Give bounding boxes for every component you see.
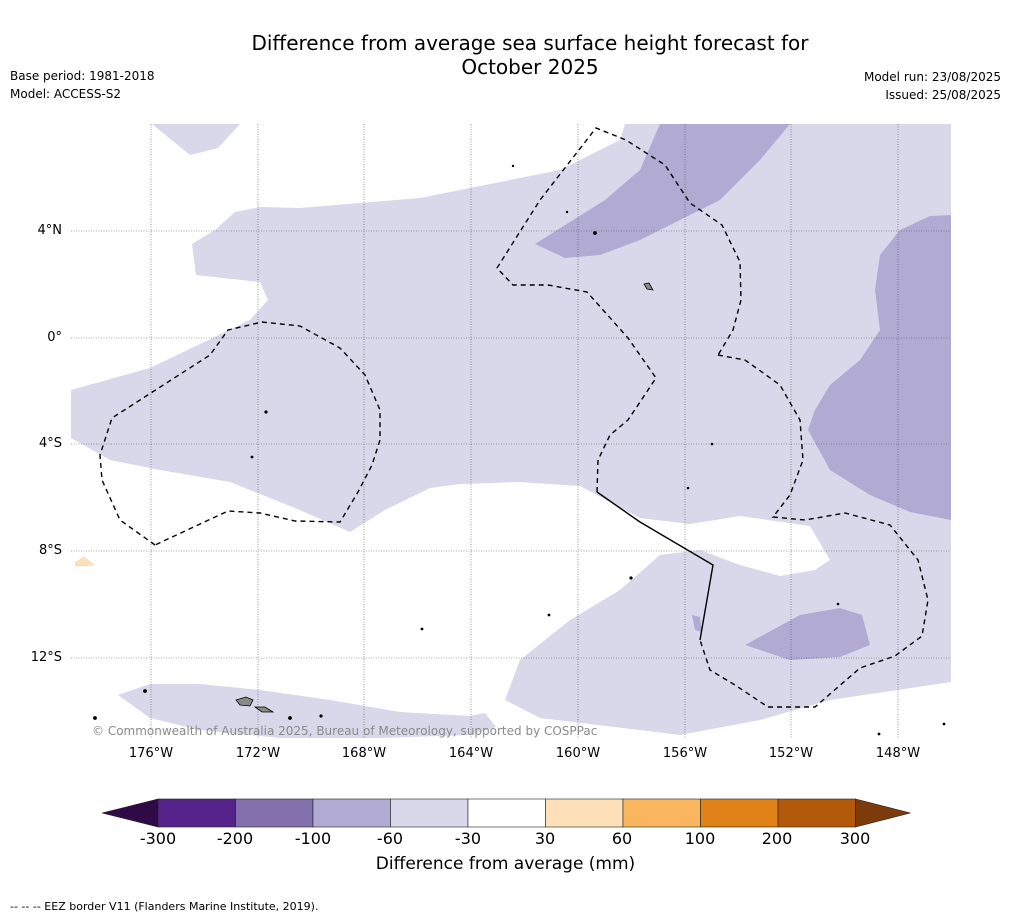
colorbar-tick: 100 xyxy=(684,829,716,848)
colorbar-tick: -200 xyxy=(216,829,254,848)
island-savaii xyxy=(235,696,254,707)
islands xyxy=(93,164,946,736)
title-line-1: Difference from average sea surface heig… xyxy=(251,31,809,55)
colorbar-tick: -100 xyxy=(294,829,332,848)
eez-border-east xyxy=(699,354,929,708)
island-upolu xyxy=(253,706,275,713)
lon-label-164w: 164°W xyxy=(448,746,494,761)
colorbar-tick: -60 xyxy=(376,829,404,848)
colorbar-tick: 300 xyxy=(839,829,871,848)
eez-border-west xyxy=(99,321,381,546)
lon-label-176w: 176°W xyxy=(128,746,174,761)
colorbar-segment xyxy=(157,798,236,828)
lon-label-148w: 148°W xyxy=(875,746,921,761)
sea-level-region-light-main xyxy=(71,124,951,735)
meta-left: Base period: 1981-2018 Model: ACCESS-S2 xyxy=(10,67,155,103)
colorbar xyxy=(101,798,911,828)
gridlines xyxy=(71,124,951,738)
sea-level-region-positive xyxy=(74,556,95,567)
model-run: Model run: 23/08/2025 xyxy=(863,70,1001,84)
meta-right: Model run: 23/08/2025 Issued: 25/08/2025 xyxy=(864,68,1001,104)
colorbar-tick: 30 xyxy=(534,829,556,848)
lon-label-172w: 172°W xyxy=(235,746,281,761)
colorbar-extend-high xyxy=(855,798,911,828)
eez-borders xyxy=(99,127,929,708)
colorbar-segment xyxy=(545,798,624,828)
lat-label-12s: 12°S xyxy=(30,650,62,665)
copyright-credit: © Commonwealth of Australia 2025, Bureau… xyxy=(92,724,598,738)
colorbar-extend-low xyxy=(101,798,159,828)
colorbar-segment xyxy=(235,798,314,828)
chart-title: Difference from average sea surface heig… xyxy=(180,31,880,79)
island-north xyxy=(643,282,654,291)
model-name: Model: ACCESS-S2 xyxy=(10,87,122,101)
lat-label-8s: 8°S xyxy=(38,543,62,558)
base-period: Base period: 1981-2018 xyxy=(10,69,155,83)
issued-date: Issued: 25/08/2025 xyxy=(885,88,1001,102)
colorbar-tick: -300 xyxy=(139,829,177,848)
colorbar-segments xyxy=(101,798,911,828)
sea-level-region-light-south-west xyxy=(118,684,496,738)
sea-level-region-mid-small xyxy=(692,615,702,632)
colorbar-segment xyxy=(312,798,391,828)
colorbar-tick: -30 xyxy=(454,829,482,848)
colorbar-segment xyxy=(467,798,546,828)
lat-label-4n: 4°N xyxy=(37,223,63,238)
solid-border xyxy=(596,491,714,641)
eez-footnote: -- -- -- EEZ border V11 (Flanders Marine… xyxy=(10,900,319,913)
lat-label-4s: 4°S xyxy=(38,436,62,451)
sea-level-region-mid-south xyxy=(745,608,870,660)
lon-label-156w: 156°W xyxy=(662,746,708,761)
lat-label-0: 0° xyxy=(47,330,62,345)
colorbar-tick: 60 xyxy=(611,829,633,848)
colorbar-segment xyxy=(777,798,856,828)
eez-border-central xyxy=(496,127,742,493)
lon-label-168w: 168°W xyxy=(341,746,387,761)
lon-label-160w: 160°W xyxy=(555,746,601,761)
colorbar-segment xyxy=(700,798,779,828)
colorbar-tick: 200 xyxy=(761,829,793,848)
colorbar-title: Difference from average (mm) xyxy=(375,854,636,874)
colorbar-segment xyxy=(622,798,701,828)
sea-level-region-mid-north xyxy=(535,124,790,258)
title-line-2: October 2025 xyxy=(461,55,599,79)
colorbar-segment xyxy=(390,798,469,828)
lon-label-152w: 152°W xyxy=(768,746,814,761)
